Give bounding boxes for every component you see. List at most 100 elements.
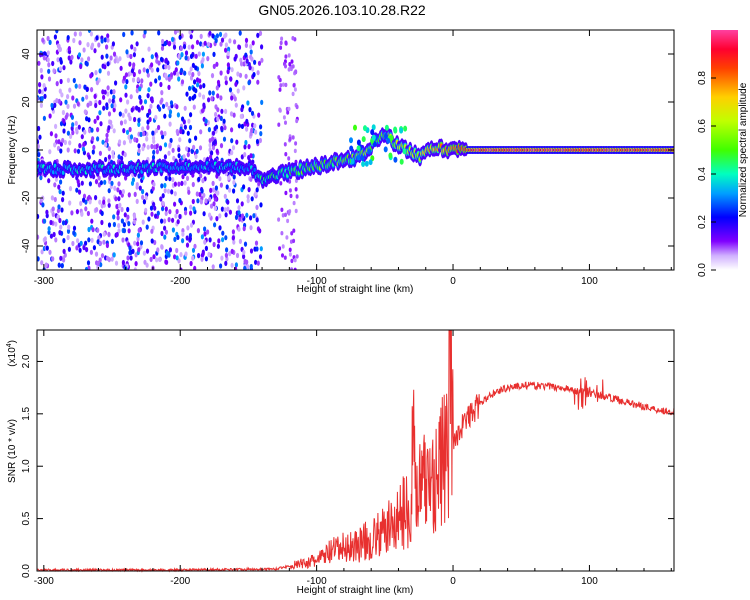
noise-speckle	[57, 204, 61, 210]
noise-speckle	[283, 142, 287, 147]
noise-speckle	[102, 199, 106, 205]
noise-speckle	[226, 50, 230, 57]
noise-speckle	[281, 82, 285, 87]
noise-speckle	[201, 94, 206, 100]
noise-speckle	[86, 260, 91, 266]
noise-speckle	[146, 124, 150, 130]
noise-speckle	[215, 33, 219, 39]
noise-speckle	[175, 104, 179, 110]
noise-speckle	[191, 198, 195, 205]
noise-speckle	[203, 239, 207, 245]
noise-speckle	[136, 241, 140, 247]
noise-speckle	[178, 34, 182, 40]
noise-speckle	[189, 260, 193, 267]
noise-speckle	[163, 225, 167, 231]
noise-speckle	[242, 85, 246, 91]
noise-speckle	[192, 104, 196, 110]
noise-speckle	[44, 262, 48, 268]
noise-speckle	[168, 176, 172, 182]
noise-speckle	[227, 175, 231, 181]
noise-speckle	[219, 41, 223, 47]
noise-speckle	[164, 64, 168, 70]
y-tick-label: 40	[21, 48, 32, 60]
noise-speckle	[79, 200, 83, 206]
colorbar-tick-label: 0.0	[697, 263, 708, 277]
noise-speckle	[120, 206, 124, 213]
noise-speckle	[71, 240, 75, 247]
noise-speckle	[76, 101, 80, 107]
noise-speckle	[106, 61, 110, 67]
noise-speckle	[72, 230, 76, 236]
ridge-spike	[356, 154, 361, 161]
noise-speckle	[66, 228, 71, 234]
noise-speckle	[83, 129, 87, 135]
noise-speckle	[244, 37, 249, 44]
noise-speckle	[180, 52, 184, 58]
ridge-spike	[371, 124, 376, 131]
noise-speckle	[258, 254, 263, 260]
noise-speckle	[102, 94, 106, 100]
noise-speckle	[171, 217, 175, 223]
noise-speckle	[122, 75, 126, 81]
noise-speckle	[43, 218, 47, 224]
noise-speckle	[160, 90, 164, 96]
noise-speckle	[290, 267, 294, 270]
noise-speckle	[188, 85, 192, 91]
noise-speckle	[42, 115, 47, 121]
noise-speckle	[127, 228, 131, 234]
colorbar-tick-label: 0.8	[697, 71, 708, 85]
y-tick-label: 1.5	[21, 406, 32, 420]
noise-speckle	[210, 150, 214, 156]
noise-speckle	[86, 102, 90, 108]
noise-speckle	[59, 255, 63, 261]
x-tick-label: 100	[581, 576, 598, 587]
noise-speckle	[75, 209, 79, 215]
x-tick-label: 0	[450, 576, 456, 587]
colorbar-tick-label: 0.4	[697, 167, 708, 181]
noise-speckle	[233, 96, 237, 102]
noise-speckle	[86, 210, 90, 217]
noise-speckle	[246, 198, 250, 204]
noise-speckle	[113, 103, 117, 109]
noise-speckle	[137, 247, 141, 253]
noise-speckle	[194, 135, 198, 141]
noise-speckle	[107, 154, 111, 160]
noise-speckle	[170, 72, 174, 78]
noise-speckle	[238, 72, 243, 78]
x-tick-label: -200	[170, 276, 190, 287]
noise-speckle	[96, 227, 100, 233]
noise-speckle	[145, 68, 150, 74]
noise-speckle	[161, 134, 165, 140]
noise-speckle	[150, 98, 154, 104]
noise-speckle	[220, 255, 224, 261]
noise-speckle	[215, 216, 219, 222]
noise-speckle	[106, 91, 110, 97]
noise-speckle	[224, 260, 228, 266]
noise-speckle	[93, 118, 97, 124]
noise-speckle	[284, 54, 288, 59]
noise-speckle	[154, 78, 158, 84]
noise-speckle	[107, 222, 112, 228]
noise-speckle	[178, 213, 182, 220]
noise-speckle	[117, 181, 121, 187]
y-tick-label: 0.5	[21, 511, 32, 525]
noise-speckle	[172, 40, 176, 46]
noise-speckle	[202, 211, 206, 217]
y-tick-label: 0.0	[21, 564, 32, 578]
x-tick-label: -200	[170, 576, 190, 587]
noise-speckle	[130, 68, 135, 74]
noise-speckle	[133, 191, 137, 197]
noise-speckle	[207, 251, 211, 257]
noise-speckle	[47, 68, 51, 74]
noise-speckle	[224, 252, 228, 258]
noise-speckle	[107, 146, 111, 152]
noise-speckle	[140, 78, 144, 84]
noise-speckle	[60, 207, 64, 213]
noise-speckle	[124, 92, 128, 98]
noise-speckle	[56, 57, 60, 63]
noise-speckle	[195, 39, 200, 45]
noise-speckle	[186, 130, 190, 136]
noise-speckle	[223, 207, 227, 213]
noise-speckle	[64, 99, 68, 105]
noise-speckle	[72, 225, 77, 231]
